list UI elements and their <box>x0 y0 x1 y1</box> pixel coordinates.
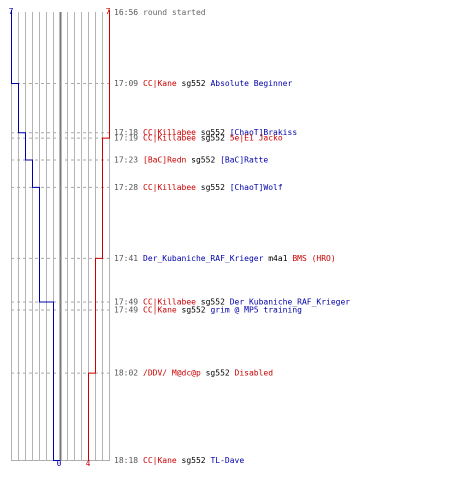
red-start-count: 7 <box>106 7 111 16</box>
event-time: 17:49 <box>114 306 138 315</box>
event-message: CC|Kane sg552 TL-Dave <box>143 456 244 465</box>
event-weapon: sg552 <box>201 369 235 378</box>
event-victim: Der_Kubaniche_RAF_Krieger <box>230 298 351 307</box>
event-killer: CC|Killabee <box>143 134 196 143</box>
event-row: 17:19 CC|Killabee sg552 5e|E1 Jacko <box>114 134 283 143</box>
event-time: 18:02 <box>114 369 138 378</box>
event-weapon: sg552 <box>196 128 230 137</box>
event-row: 17:49 CC|Killabee sg552 Der_Kubaniche_RAF… <box>114 298 350 307</box>
event-message: CC|Killabee sg552 [ChaoT]Wolf <box>143 183 283 192</box>
event-message: [BaC]Redn sg552 [BaC]Ratte <box>143 156 268 165</box>
event-victim: TL-Dave <box>210 456 244 465</box>
event-connectors <box>11 83 111 461</box>
red-team-line <box>88 10 110 461</box>
event-victim: [ChaoT]Brakiss <box>230 128 298 137</box>
event-time: 17:49 <box>114 298 138 307</box>
event-weapon: m4a1 <box>263 254 292 263</box>
event-message: CC|Kane sg552 Absolute Beginner <box>143 79 293 88</box>
event-time: 16:56 <box>114 8 138 17</box>
event-row: 17:41 Der_Kubaniche_RAF_Krieger m4a1 BMS … <box>114 254 336 263</box>
event-message: /DDV/ M@dc@p sg552 Disabled <box>143 369 273 378</box>
event-row: 17:28 CC|Killabee sg552 [ChaoT]Wolf <box>114 183 283 192</box>
red-end-count: 4 <box>86 459 91 468</box>
event-message: CC|Killabee sg552 5e|E1 Jacko <box>143 134 283 143</box>
event-victim: BMS (HRO) <box>292 254 335 263</box>
team-count-lines <box>11 10 110 461</box>
event-victim: 5e|E1 Jacko <box>230 134 283 143</box>
event-weapon: sg552 <box>196 134 230 143</box>
score-labels: 7 7 0 4 <box>9 7 111 468</box>
event-message: CC|Killabee sg552 Der_Kubaniche_RAF_Krie… <box>143 298 350 307</box>
event-message: CC|Killabee sg552 [ChaoT]Brakiss <box>143 128 297 137</box>
event-killer: /DDV/ M@dc@p <box>143 369 201 378</box>
event-row: 18:02/DDV/ M@dc@p sg552 Disabled <box>114 369 273 378</box>
event-time: 18:18 <box>114 456 138 465</box>
event-row: 17:09 CC|Kane sg552 Absolute Beginner <box>114 79 293 88</box>
event-message: CC|Kane sg552 grim @ MP5 training <box>143 306 302 315</box>
event-killer: CC|Kane <box>143 79 177 88</box>
event-row: 16:56 round started <box>114 8 206 17</box>
event-weapon: sg552 <box>186 156 220 165</box>
event-weapon: sg552 <box>177 456 211 465</box>
event-killer: CC|Killabee <box>143 128 196 137</box>
event-victim: [ChaoT]Wolf <box>230 183 283 192</box>
event-killer: [BaC]Redn <box>143 156 187 165</box>
event-time: 17:28 <box>114 183 138 192</box>
event-victim: [BaC]Ratte <box>220 156 268 165</box>
grid-lines <box>11 12 110 461</box>
event-row: 18:18 CC|Kane sg552 TL-Dave <box>114 456 244 465</box>
event-weapon: sg552 <box>177 79 211 88</box>
event-row: 17:23 [BaC]Redn sg552 [BaC]Ratte <box>114 156 268 165</box>
blue-team-line <box>11 10 61 461</box>
blue-end-count: 0 <box>57 459 62 468</box>
event-row: 17:18 CC|Killabee sg552 [ChaoT]Brakiss <box>114 128 297 137</box>
event-row: 17:49 CC|Kane sg552 grim @ MP5 training <box>114 306 302 315</box>
event-message: Der_Kubaniche_RAF_Krieger m4a1 BMS (HRO) <box>143 254 336 263</box>
event-time: 17:09 <box>114 79 138 88</box>
event-weapon: sg552 <box>177 306 211 315</box>
event-message: round started <box>143 8 206 17</box>
event-killer: CC|Killabee <box>143 298 196 307</box>
event-killer: Der_Kubaniche_RAF_Krieger <box>143 254 264 263</box>
blue-start-count: 7 <box>9 7 14 16</box>
event-weapon: sg552 <box>196 298 230 307</box>
event-time: 17:18 <box>114 128 138 137</box>
event-killer: CC|Kane <box>143 456 177 465</box>
event-time: 17:41 <box>114 254 138 263</box>
event-killer: CC|Kane <box>143 306 177 315</box>
event-killer: CC|Killabee <box>143 183 196 192</box>
event-victim: Absolute Beginner <box>210 79 292 88</box>
event-list: 16:56 round started 17:09 CC|Kane sg552 Abs… <box>114 8 350 465</box>
event-time: 17:23 <box>114 156 138 165</box>
event-victim: grim @ MP5 training <box>210 306 302 315</box>
event-victim: Disabled <box>235 369 274 378</box>
event-weapon: sg552 <box>196 183 230 192</box>
event-status: round started <box>143 8 206 17</box>
event-time: 17:19 <box>114 134 138 143</box>
